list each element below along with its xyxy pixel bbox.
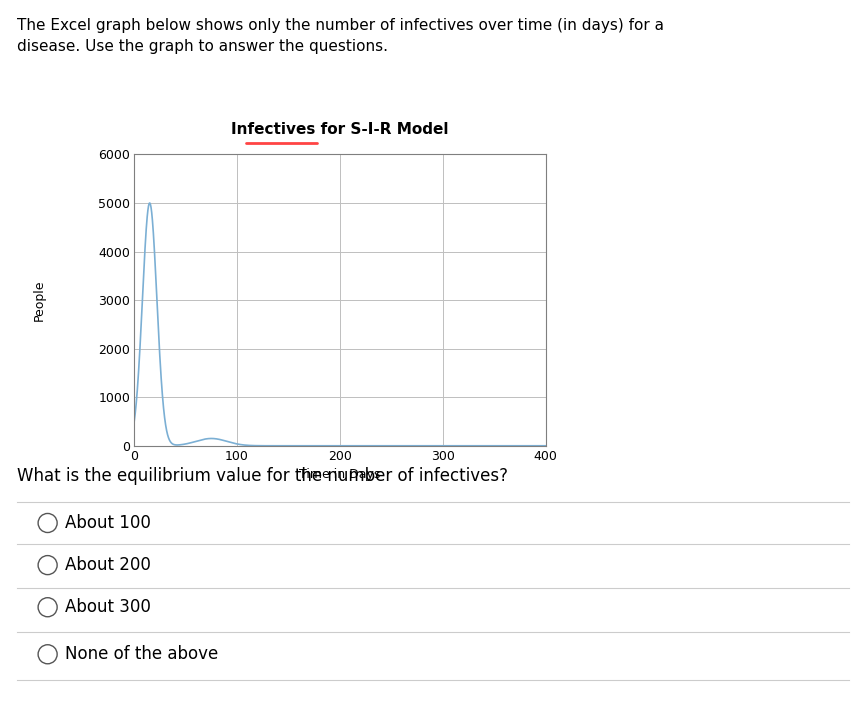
Text: About 300: About 300 — [65, 598, 151, 616]
Text: About 100: About 100 — [65, 514, 151, 532]
Text: What is the equilibrium value for the number of infectives?: What is the equilibrium value for the nu… — [17, 467, 508, 485]
Text: Infectives for S-I-R Model: Infectives for S-I-R Model — [231, 122, 449, 137]
Text: About 200: About 200 — [65, 556, 151, 574]
Text: disease. Use the graph to answer the questions.: disease. Use the graph to answer the que… — [17, 39, 388, 53]
Text: None of the above: None of the above — [65, 645, 218, 663]
X-axis label: Time in Days: Time in Days — [300, 468, 380, 482]
Text: People: People — [32, 279, 46, 322]
Text: The Excel graph below shows only the number of infectives over time (in days) fo: The Excel graph below shows only the num… — [17, 18, 664, 32]
